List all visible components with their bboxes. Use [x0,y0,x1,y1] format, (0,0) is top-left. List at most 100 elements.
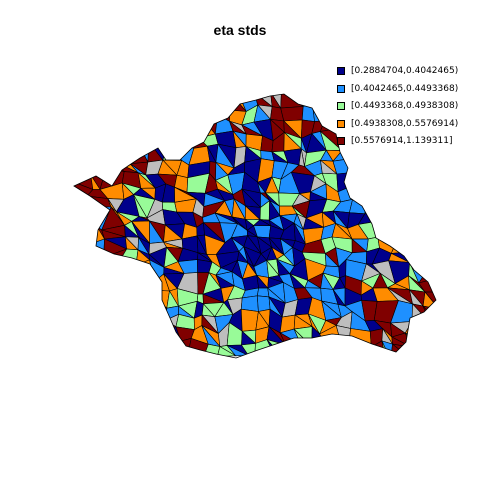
map-area [129,143,149,165]
map-area [74,205,97,227]
map-area [74,319,90,340]
map-area [74,260,81,280]
map-area [102,112,117,136]
legend-item-1: [0.2884704,0.4042465) [337,64,480,82]
map-area [85,94,105,119]
map-area [120,288,133,309]
map-area [55,104,72,117]
map-title: eta stds [213,22,267,38]
map-area [85,94,105,114]
map-area [74,94,87,119]
map-area [78,275,96,294]
map-area [74,331,93,352]
map-area [146,94,165,102]
map-area [332,158,353,175]
map-area [256,287,270,298]
map-area [99,277,125,290]
map-area [89,94,98,106]
map-area [300,344,313,358]
map-area [133,281,155,297]
map-area [397,235,413,254]
map-area [97,130,117,150]
map-area [99,348,116,358]
map-area [87,143,103,163]
map-area [169,113,196,135]
map-area [75,249,95,264]
map-area [158,127,172,151]
map-area [126,94,149,98]
map-area [374,180,393,197]
map-area [55,95,72,110]
map-area [113,350,132,358]
legend-swatch-3 [337,102,345,110]
map-area [427,154,436,173]
map-area [403,175,431,189]
map-area [408,180,425,200]
map-area [99,288,123,308]
map-area [420,248,436,271]
map-area [408,213,423,227]
map-area [176,337,192,358]
map-area [74,331,78,352]
map-area [114,344,137,358]
legend-label-1: [0.2884704,0.4042465) [351,66,459,76]
map-area [198,105,221,116]
map-area [125,118,149,134]
map-area [103,257,122,267]
map-area [308,94,328,102]
map-area [144,334,168,345]
map-area [332,342,353,358]
map-area [374,168,393,186]
map-area [130,344,149,358]
map-area [295,344,310,357]
map-area [74,348,93,358]
map-area [348,328,372,348]
map-area [240,295,259,312]
map-area [426,269,436,279]
map-area [85,94,97,106]
map-area [175,99,186,116]
map-area [165,142,182,161]
map-area [184,99,202,120]
map-area [81,332,100,349]
map-area [117,277,135,296]
map-area [112,143,139,165]
map-area [127,94,144,107]
map-area [161,343,178,358]
map-area [74,235,95,251]
map-area [417,195,436,208]
map-area [81,316,104,340]
map-area [102,303,122,321]
map-area [375,221,399,239]
map-area [103,112,122,132]
map-area [420,233,436,253]
map-area [184,94,200,106]
map-area [76,331,93,349]
map-area [98,316,118,334]
map-area [391,181,410,197]
map-area [74,219,98,244]
map-area [174,94,186,101]
legend-item-5: [0.5576914,1.139311] [337,134,480,152]
map-area [123,288,135,309]
map-area [407,195,425,208]
map-area [116,303,132,323]
map-area [74,235,77,252]
map-area [390,343,415,358]
map-area [408,194,419,215]
map-area [411,346,427,358]
map-area [83,122,104,146]
map-area [404,332,429,354]
map-area [280,106,304,122]
map-area [217,107,231,122]
map-area [170,131,196,149]
map-area [59,194,73,209]
map-area [74,303,78,326]
map-area [110,94,136,107]
legend-swatch-2 [337,84,345,93]
map-area [56,110,73,124]
map-area [130,315,155,336]
map-area [130,321,149,335]
map-area [422,305,436,327]
map-area [389,173,410,189]
